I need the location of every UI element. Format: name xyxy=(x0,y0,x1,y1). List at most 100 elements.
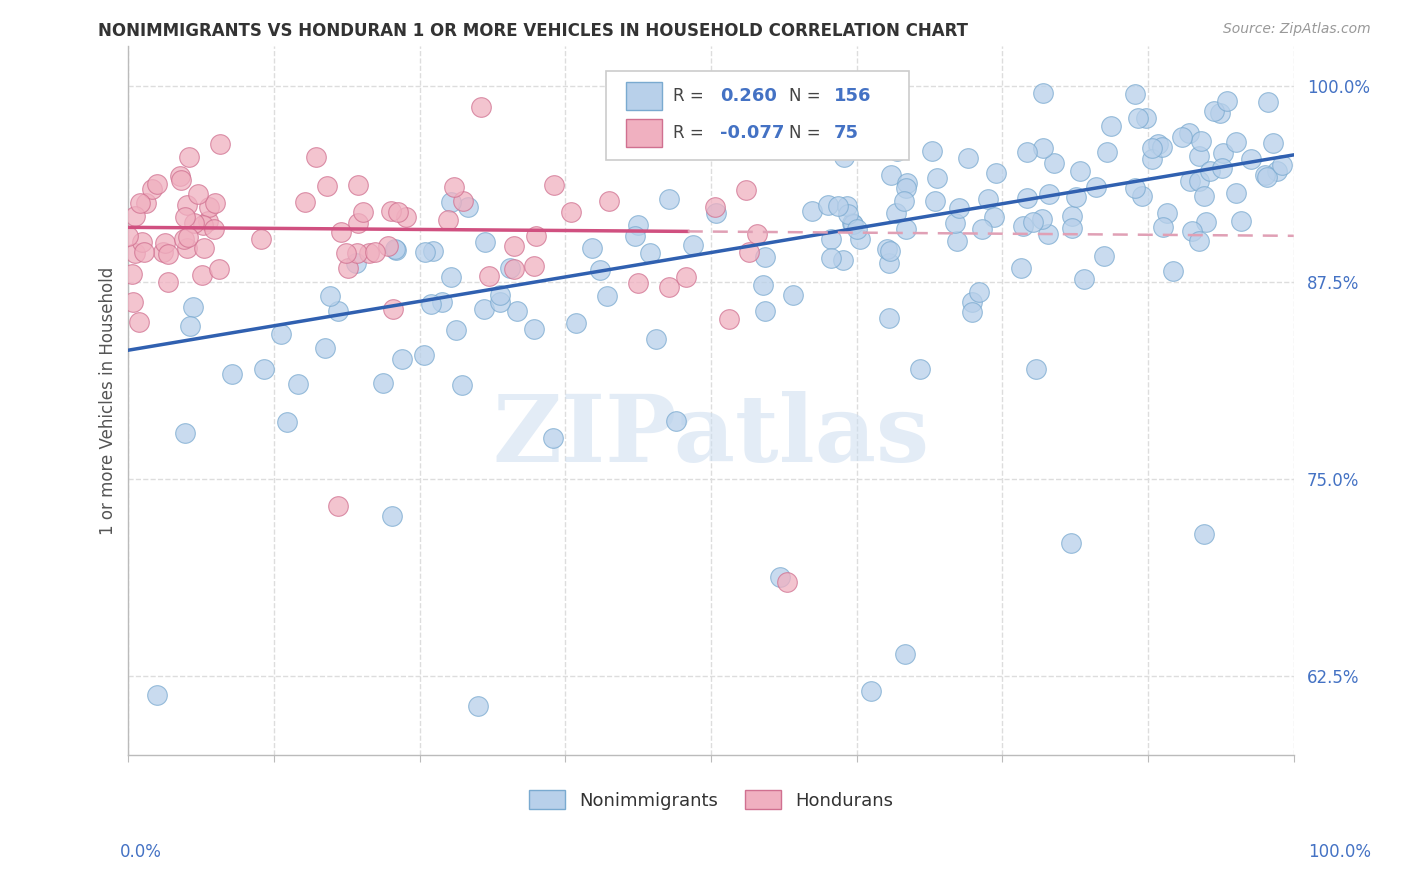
Point xyxy=(253,361,276,376)
Point xyxy=(145,177,167,191)
Point xyxy=(717,311,740,326)
Point xyxy=(193,241,215,255)
Legend: Nonimmigrants, Hondurans: Nonimmigrants, Hondurans xyxy=(522,783,901,817)
Point xyxy=(879,311,901,326)
Point xyxy=(1256,169,1278,184)
Point xyxy=(543,178,565,193)
Point xyxy=(346,246,368,260)
Point xyxy=(250,232,273,246)
Point xyxy=(1225,186,1247,201)
Point xyxy=(1211,161,1233,175)
Point xyxy=(738,245,761,260)
Point xyxy=(1084,180,1107,194)
Point xyxy=(735,183,758,197)
Point xyxy=(328,499,350,513)
Point xyxy=(1064,190,1087,204)
Point xyxy=(1043,156,1066,170)
Point xyxy=(1015,145,1038,160)
Text: N =: N = xyxy=(789,124,821,142)
Point xyxy=(346,217,368,231)
Point xyxy=(422,244,444,258)
Point xyxy=(945,234,967,248)
Point xyxy=(832,150,855,164)
Point xyxy=(1073,272,1095,286)
Text: Source: ZipAtlas.com: Source: ZipAtlas.com xyxy=(1223,22,1371,37)
Point xyxy=(440,270,463,285)
Point xyxy=(1271,158,1294,172)
Point xyxy=(589,263,612,277)
Point xyxy=(675,270,697,285)
Point xyxy=(560,205,582,219)
Point xyxy=(1123,87,1146,101)
Point xyxy=(124,209,146,223)
Point xyxy=(156,247,179,261)
Point xyxy=(440,195,463,210)
Point xyxy=(357,246,380,260)
Point xyxy=(1171,130,1194,145)
Point xyxy=(395,210,418,224)
Point xyxy=(1152,219,1174,234)
Point xyxy=(436,213,458,227)
Point xyxy=(472,301,495,316)
Point xyxy=(747,227,769,242)
Point xyxy=(319,288,342,302)
Point xyxy=(415,244,437,259)
Point xyxy=(478,268,501,283)
Point xyxy=(474,235,496,249)
Point xyxy=(849,232,872,246)
Point xyxy=(1188,173,1211,187)
Point xyxy=(896,176,918,190)
Text: 0.260: 0.260 xyxy=(720,87,778,105)
Point xyxy=(122,295,145,310)
Point xyxy=(208,137,231,152)
Point xyxy=(169,173,191,187)
Point xyxy=(499,260,522,275)
Point xyxy=(124,246,146,260)
Point xyxy=(444,323,467,337)
Point xyxy=(1126,112,1149,126)
Point xyxy=(117,229,139,244)
Point xyxy=(877,256,900,270)
Point xyxy=(181,301,204,315)
Point xyxy=(986,165,1008,179)
Point xyxy=(880,168,903,182)
Point xyxy=(596,289,619,303)
Point xyxy=(179,318,201,333)
Point xyxy=(1254,168,1277,182)
Point xyxy=(1163,264,1185,278)
Point xyxy=(645,332,668,346)
Point xyxy=(173,232,195,246)
Point xyxy=(287,377,309,392)
Point xyxy=(141,182,163,196)
Point xyxy=(832,252,855,267)
Point xyxy=(1032,86,1054,100)
Point xyxy=(1022,215,1045,229)
Point xyxy=(893,194,915,208)
Point xyxy=(894,181,917,195)
Point xyxy=(948,201,970,215)
Point xyxy=(927,170,949,185)
Point xyxy=(842,217,865,231)
Point xyxy=(1135,112,1157,126)
Point xyxy=(754,250,776,264)
Point xyxy=(457,200,479,214)
Point xyxy=(879,244,901,259)
Point xyxy=(153,235,176,250)
Point xyxy=(146,688,169,702)
Point xyxy=(413,348,436,362)
Point xyxy=(945,216,967,230)
Point xyxy=(565,316,588,330)
Point xyxy=(381,509,404,524)
Point xyxy=(135,195,157,210)
Point xyxy=(769,570,792,584)
Point xyxy=(1257,95,1279,109)
Point xyxy=(893,647,915,661)
Point xyxy=(347,178,370,193)
Point xyxy=(328,303,350,318)
Point xyxy=(387,205,409,219)
Point xyxy=(364,244,387,259)
Point xyxy=(704,206,727,220)
Point xyxy=(1092,249,1115,263)
Text: 0.0%: 0.0% xyxy=(120,843,162,861)
Point xyxy=(152,244,174,259)
